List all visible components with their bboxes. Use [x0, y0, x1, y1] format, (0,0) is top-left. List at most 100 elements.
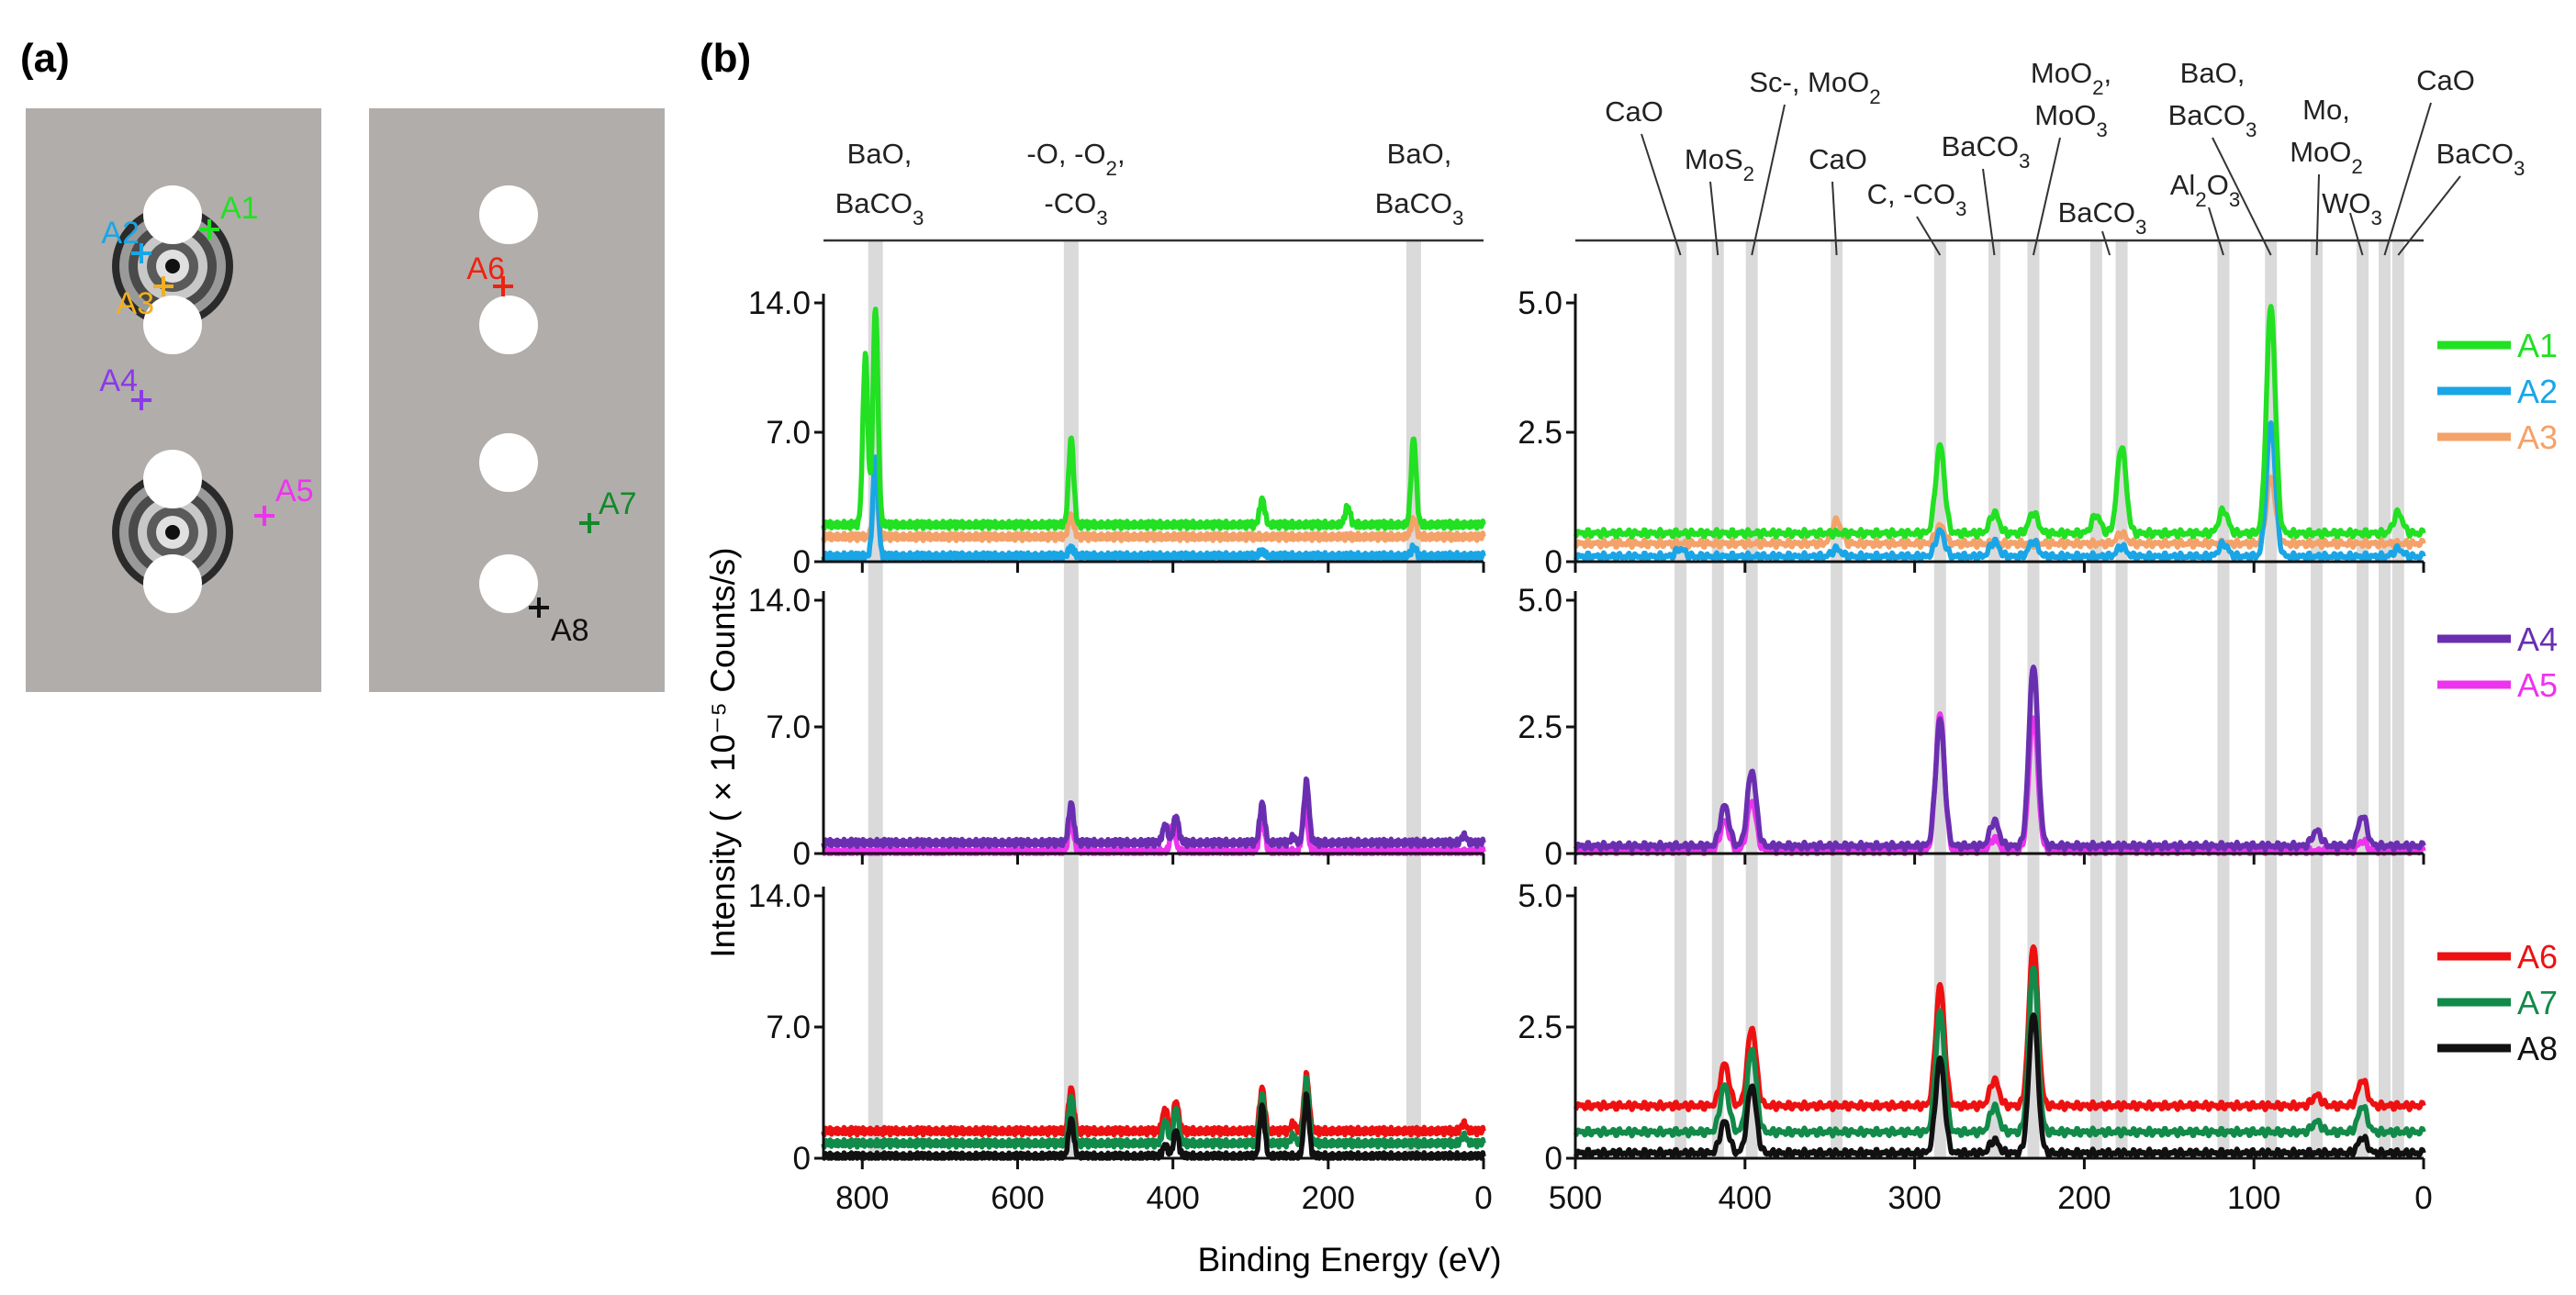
- marker-a4: A4: [99, 363, 151, 410]
- annotation-leader: [2212, 137, 2272, 256]
- marker-label-a1: A1: [220, 191, 259, 226]
- plot-row3-zoom: 0 2.5 5.0 500 400 300 200 100 0: [1518, 878, 2432, 1216]
- annotation-leader: [1751, 104, 1786, 256]
- mount-hole: [143, 296, 202, 354]
- x-tick-label: 200: [2057, 1180, 2111, 1216]
- plot-row2-zoom: 0 2.5 5.0: [1518, 583, 2426, 872]
- annotation-label: MoO3: [2034, 99, 2108, 141]
- y-axis-label: Intensity ( × 10⁻⁵ Counts/s): [704, 547, 742, 957]
- annotation-label: Al2O3: [2170, 169, 2241, 211]
- annotation-leader: [2383, 102, 2432, 256]
- series-line-a2: [1573, 420, 2426, 564]
- annotation-label: MoS2: [1685, 143, 1754, 185]
- mount-hole: [479, 554, 538, 613]
- series-line-a4: [821, 776, 1486, 850]
- annotation-leader: [2101, 230, 2111, 256]
- legend-label: A5: [2517, 666, 2558, 704]
- y-tick-label: 5.0: [1518, 285, 1562, 321]
- legend-row3: A6 A7 A8: [2437, 938, 2558, 1067]
- x-tick-label: 800: [835, 1180, 889, 1216]
- mount-hole: [479, 296, 538, 354]
- legend-row1: A1 A2 A3: [2437, 327, 2558, 456]
- crosshair-icon: [579, 513, 599, 533]
- series-line-a4: [1573, 664, 2426, 853]
- y-tick-label: 2.5: [1518, 1010, 1562, 1045]
- annotation-label: -O, -O2,: [1026, 138, 1125, 180]
- y-tick-label: 14.0: [748, 285, 811, 321]
- annotation-label: CaO: [1605, 95, 1663, 128]
- x-tick-label: 0: [2414, 1180, 2432, 1216]
- annotation-leader: [1982, 168, 1996, 256]
- sample-map-left: A1 A2 A3 A4 A5: [26, 108, 321, 692]
- sample-map-right: A6 A7 A8: [369, 108, 665, 692]
- annotation-leader: [1916, 216, 1942, 256]
- plot-row3-wide: 0 7.0 14.0 800 600 400 200 0: [748, 878, 1493, 1216]
- annotation-label: CaO: [2416, 64, 2475, 96]
- bands-wide: [868, 240, 1421, 1158]
- marker-label-a7: A7: [599, 486, 637, 521]
- mount-hole: [143, 450, 202, 508]
- mount-hole: [479, 185, 538, 244]
- x-tick-label: 200: [1302, 1180, 1355, 1216]
- legend-label: A3: [2517, 419, 2558, 456]
- reference-band: [2378, 240, 2391, 1158]
- reference-band: [1745, 240, 1758, 1158]
- y-tick-label: 0: [793, 836, 811, 872]
- series-line-a1: [1573, 304, 2426, 540]
- marker-label-a6: A6: [466, 251, 505, 286]
- x-tick-label: 600: [991, 1180, 1044, 1216]
- crosshair-icon: [529, 597, 549, 618]
- plot-row1-wide: 0 7.0 14.0: [748, 285, 1486, 580]
- y-tick-label: 0: [793, 544, 811, 580]
- reference-band: [2027, 240, 2040, 1158]
- series-line-a6: [1573, 943, 2426, 1112]
- plot-row2-wide: 0 7.0 14.0: [748, 583, 1486, 872]
- x-axis-label: Binding Energy (eV): [1197, 1241, 1501, 1278]
- x-tick-label: 100: [2227, 1180, 2280, 1216]
- series-line-a3: [821, 488, 1486, 543]
- reference-band: [1063, 240, 1079, 1158]
- annotation-leader: [2315, 173, 2320, 256]
- legend-label: A6: [2517, 938, 2558, 976]
- legend-label: A1: [2517, 327, 2558, 364]
- reference-band: [2115, 240, 2128, 1158]
- annotation-label: C, -CO3: [1867, 178, 1967, 220]
- marker-a7: A7: [579, 486, 637, 533]
- marker-label-a8: A8: [551, 613, 589, 648]
- legend-label: A8: [2517, 1030, 2558, 1067]
- reference-band: [2391, 240, 2404, 1158]
- marker-a6: A6: [466, 251, 513, 296]
- y-tick-label: 5.0: [1518, 583, 1562, 619]
- marker-a3: A3: [116, 276, 174, 321]
- crosshair-icon: [131, 390, 151, 410]
- y-tick-label: 0: [1545, 1141, 1562, 1177]
- x-tick-label: 400: [1146, 1180, 1199, 1216]
- y-tick-label: 14.0: [748, 583, 811, 619]
- crosshair-icon: [199, 219, 219, 240]
- reference-band: [1831, 240, 1843, 1158]
- y-tick-label: 7.0: [766, 1010, 811, 1045]
- marker-a8: A8: [529, 597, 589, 648]
- annotation-leader: [2349, 212, 2364, 256]
- reference-band: [1711, 240, 1724, 1158]
- crosshair-icon: [153, 276, 174, 296]
- y-tick-label: 2.5: [1518, 415, 1562, 451]
- annotation-label: MoO2: [2290, 136, 2363, 178]
- plot-row1-zoom: 0 2.5 5.0: [1518, 285, 2426, 580]
- reference-band: [1674, 240, 1687, 1158]
- mount-hole: [143, 185, 202, 244]
- reference-band: [2217, 240, 2230, 1158]
- reference-band: [1988, 240, 2000, 1158]
- panel-label-b: (b): [700, 36, 751, 81]
- series-line-a2: [821, 454, 1486, 563]
- annotation-label: BaCO3: [2168, 99, 2257, 141]
- annotation-label: BaCO3: [835, 187, 924, 229]
- y-tick-label: 0: [1545, 544, 1562, 580]
- legend-label: A2: [2517, 373, 2558, 410]
- annotation-label: BaCO3: [1942, 130, 2031, 173]
- y-tick-label: 2.5: [1518, 709, 1562, 745]
- series-line-a6: [821, 1069, 1486, 1138]
- y-tick-label: 7.0: [766, 709, 811, 745]
